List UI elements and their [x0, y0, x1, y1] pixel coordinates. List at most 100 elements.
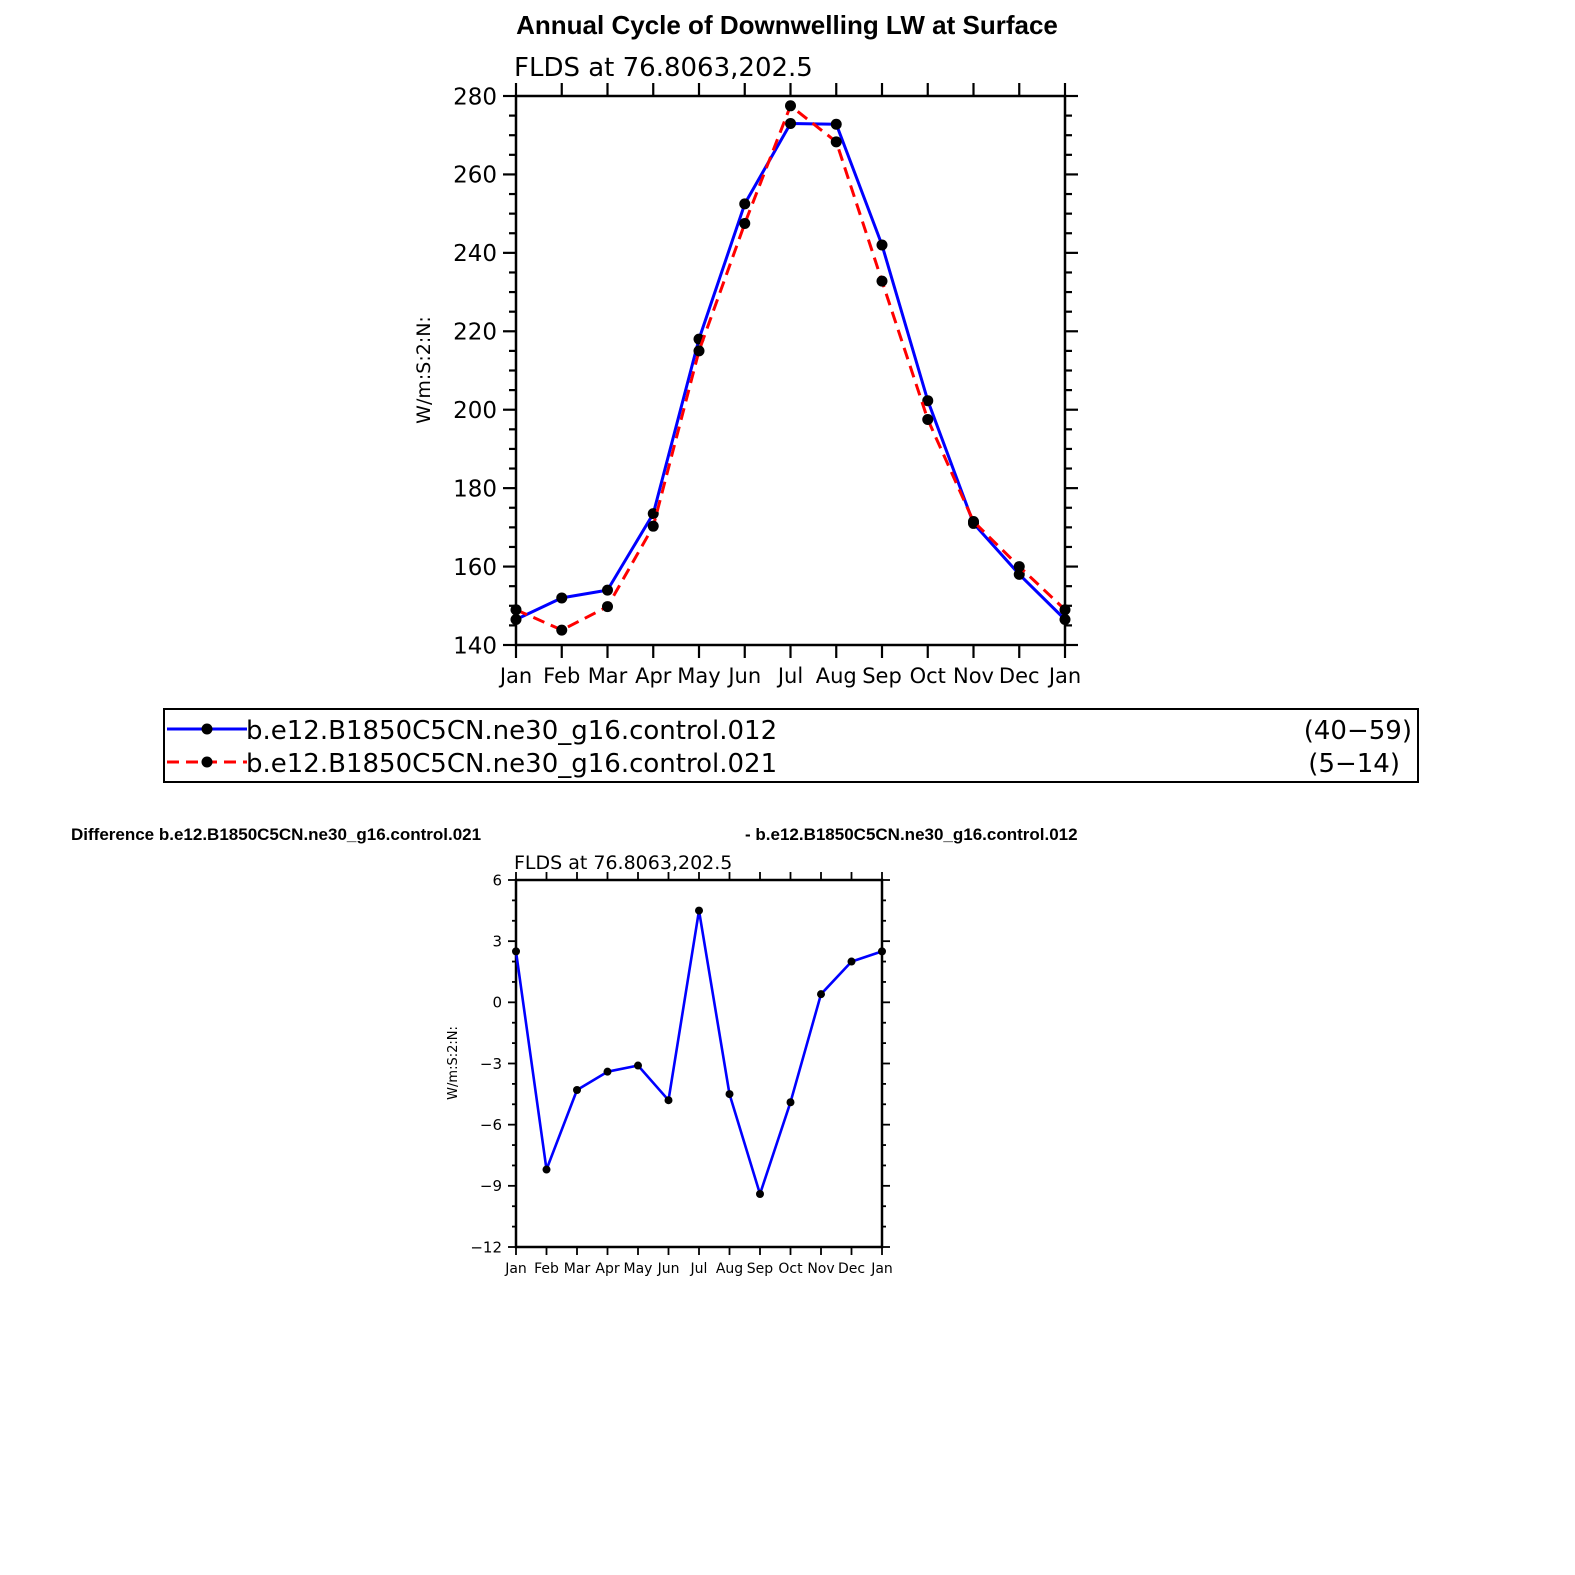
data-point-series-2 — [556, 624, 568, 636]
plot-frame — [514, 94, 1067, 647]
data-point-series-2 — [602, 601, 613, 613]
data-point-series-2 — [922, 414, 934, 426]
data-point-series-1 — [922, 395, 934, 407]
data-point-series-1 — [695, 906, 703, 915]
data-point-series-2 — [739, 217, 751, 229]
data-point-series-2 — [1059, 604, 1071, 616]
x-tick-label: Mar — [588, 664, 628, 688]
x-tick-label: Feb — [543, 664, 580, 688]
x-tick-label: Dec — [999, 664, 1040, 688]
x-tick-label: Jan — [870, 1261, 893, 1277]
y-tick-label: −9 — [480, 1177, 502, 1195]
x-tick-label: Nov — [953, 664, 994, 688]
legend-years: (40−59) — [1304, 716, 1412, 746]
x-tick-label: Dec — [838, 1261, 865, 1277]
legend-years: (5−14) — [1308, 749, 1400, 779]
y-tick-label: 200 — [453, 398, 497, 424]
data-point-series-1 — [817, 990, 825, 999]
x-tick-label: Feb — [534, 1261, 559, 1277]
y-tick-label: 6 — [492, 871, 502, 889]
data-point-series-2 — [876, 275, 888, 287]
legend-entry-control-012: b.e12.B1850C5CN.ne30_g16.control.012 (40… — [167, 716, 1412, 746]
x-tick-label: Sep — [862, 664, 902, 688]
data-point-series-1 — [634, 1061, 642, 1070]
data-point-series-1 — [847, 957, 856, 966]
y-tick-label: 260 — [453, 163, 497, 189]
y-tick-label: −3 — [480, 1055, 502, 1073]
series-line-1 — [515, 122, 1067, 621]
x-tick-label: Jan — [1047, 664, 1081, 688]
bottom-plot-area: −12 −9 −6 −3 0 3 6 Jan Feb Mar Apr May Jun Jul Aug Sep O… — [470, 871, 892, 1277]
bottom-chart-title-left: Difference b.e12.B1850C5CN.ne30_g16.cont… — [71, 825, 481, 844]
data-point-series-2 — [647, 520, 659, 532]
x-tick-label: Aug — [716, 1261, 743, 1277]
legend-box — [163, 708, 1419, 783]
data-point-series-1 — [830, 118, 842, 130]
data-point-series-1 — [725, 1090, 734, 1099]
legend-label: b.e12.B1850C5CN.ne30_g16.control.012 — [246, 716, 777, 746]
top-chart-title: Annual Cycle of Downwelling LW at Surfac… — [516, 10, 1058, 40]
y-tick-label: −6 — [480, 1116, 502, 1134]
data-point-series-1 — [876, 239, 888, 251]
data-point-series-2 — [830, 136, 842, 148]
y-tick-label: 180 — [453, 476, 497, 502]
data-point-series-1 — [603, 1067, 612, 1076]
x-tick-label: May — [624, 1261, 653, 1277]
data-point-series-2 — [785, 100, 796, 112]
data-point-series-1 — [512, 947, 520, 956]
data-point-series-1 — [542, 1165, 551, 1174]
legend-entry-control-021: b.e12.B1850C5CN.ne30_g16.control.021 (5−… — [167, 749, 1400, 779]
data-point-series-1 — [556, 592, 568, 604]
data-point-series-1 — [602, 584, 613, 596]
data-point-series-2 — [510, 604, 522, 616]
legend-marker — [201, 756, 213, 768]
x-tick-label: Nov — [807, 1261, 834, 1277]
y-tick-label: 140 — [453, 633, 497, 659]
data-point-series-1 — [510, 614, 522, 626]
y-tick-label: 220 — [453, 320, 497, 346]
x-tick-label: Oct — [778, 1261, 803, 1277]
data-point-series-1 — [785, 117, 796, 129]
y-tick-label: 0 — [492, 994, 502, 1012]
data-point-series-2 — [693, 345, 705, 357]
x-tick-label: Mar — [564, 1261, 591, 1277]
y-tick-label: 280 — [453, 84, 497, 110]
data-point-series-2 — [968, 515, 979, 527]
x-tick-label: Aug — [816, 664, 857, 688]
plot-frame — [514, 878, 884, 1249]
x-tick-label: Jan — [504, 1261, 527, 1277]
data-point-series-1 — [1059, 614, 1071, 626]
x-tick-label: Jun — [657, 1261, 680, 1277]
data-point-series-1 — [756, 1189, 764, 1198]
series-line-2 — [515, 104, 1067, 632]
data-point-series-1 — [786, 1098, 795, 1107]
y-tick-label: 240 — [453, 241, 497, 267]
y-tick-label: 3 — [492, 933, 502, 951]
x-tick-label: Jan — [498, 664, 532, 688]
data-point-series-1 — [1013, 568, 1025, 580]
x-tick-label: Jul — [776, 664, 803, 688]
bottom-chart-subtitle: FLDS at 76.8063,202.5 — [514, 852, 732, 874]
x-tick-label: Apr — [595, 1261, 619, 1277]
top-chart-subtitle: FLDS at 76.8063,202.5 — [514, 53, 813, 83]
data-point-series-1 — [573, 1086, 581, 1095]
x-tick-label: Sep — [747, 1261, 774, 1277]
x-tick-label: Jul — [690, 1261, 708, 1277]
data-point-series-1 — [878, 947, 886, 956]
x-tick-label: Jun — [726, 664, 761, 688]
bottom-chart-title-right: - b.e12.B1850C5CN.ne30_g16.control.012 — [745, 825, 1078, 844]
y-tick-label: 160 — [453, 555, 497, 581]
y-tick-label: −12 — [470, 1238, 502, 1256]
bottom-y-axis-label: W/m:S:2:N: — [446, 1026, 461, 1100]
top-y-axis-label: W/m:S:2:N: — [413, 316, 435, 424]
legend: b.e12.B1850C5CN.ne30_g16.control.012 (40… — [163, 708, 1419, 783]
data-point-series-1 — [739, 198, 751, 210]
data-point-series-1 — [664, 1096, 673, 1105]
legend-label: b.e12.B1850C5CN.ne30_g16.control.021 — [246, 749, 777, 779]
series-line-1 — [514, 909, 883, 1196]
x-tick-label: Apr — [635, 664, 672, 688]
legend-marker — [201, 723, 213, 735]
x-tick-label: May — [677, 664, 720, 688]
